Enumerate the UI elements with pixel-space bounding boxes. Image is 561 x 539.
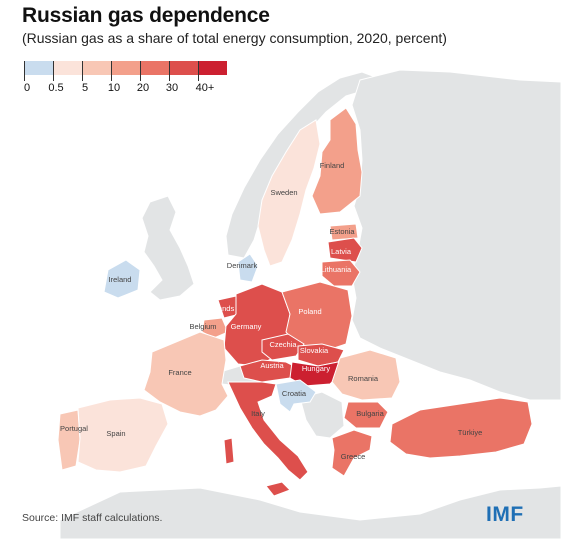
legend-label-5: 30 [165, 82, 179, 94]
chart-subtitle: (Russian gas as a share of total energy … [22, 30, 447, 46]
country-romania [331, 349, 401, 401]
legend-swatch-4 [140, 61, 169, 75]
country-bulgaria [343, 401, 389, 429]
label-denmark: Denmark [227, 261, 258, 270]
label-turkiye: Türkiye [458, 428, 483, 437]
country-sicily [265, 481, 291, 497]
legend-swatch-2 [82, 61, 111, 75]
country-italy [227, 381, 309, 481]
land-africa [59, 485, 561, 539]
country-finland [311, 107, 363, 215]
country-shapes [57, 107, 533, 497]
legend-label-4: 20 [136, 82, 150, 94]
label-romania: Romania [348, 374, 379, 383]
land-east [351, 69, 561, 401]
label-italy: Italy [251, 409, 265, 418]
label-ireland: Ireland [109, 275, 132, 284]
legend-swatch-5 [169, 61, 198, 75]
country-spain [77, 397, 169, 473]
label-austria: Austria [260, 361, 284, 370]
country-france [143, 331, 229, 417]
country-belgium [201, 317, 229, 339]
country-czechia [261, 333, 305, 361]
imf-logo: IMF [486, 503, 524, 526]
label-hungary: Hungary [302, 364, 331, 373]
label-germany: Germany [231, 322, 262, 331]
country-latvia [327, 237, 363, 263]
label-bulgaria: Bulgaria [356, 409, 384, 418]
country-turkiye [389, 397, 533, 459]
label-sweden: Sweden [270, 188, 297, 197]
country-estonia [329, 223, 359, 241]
legend-label-0: 0 [23, 82, 31, 94]
label-lithuania: Lithuania [321, 265, 352, 274]
label-slovakia: Slovakia [300, 346, 329, 355]
country-greece [331, 429, 373, 477]
label-latvia: Latvia [331, 247, 352, 256]
legend-swatch-1 [53, 61, 82, 75]
label-portugal: Portugal [60, 424, 88, 433]
label-netherlands: Netherlands [194, 304, 235, 313]
label-greece: Greece [341, 452, 366, 461]
label-finland: Finland [320, 161, 345, 170]
label-estonia: Estonia [329, 227, 355, 236]
legend-swatch-3 [111, 61, 140, 75]
country-sardinia [223, 437, 235, 465]
legend-label-1: 0.5 [48, 82, 64, 94]
label-france: France [168, 368, 191, 377]
legend-label-2: 5 [81, 82, 89, 94]
label-belgium: Belgium [189, 322, 216, 331]
label-croatia: Croatia [282, 389, 307, 398]
land-balkans [299, 391, 345, 439]
source-note: Source: IMF staff calculations. [22, 512, 163, 524]
chart-title: Russian gas dependence [22, 4, 270, 27]
country-labels: Finland Sweden Estonia Latvia Lithuania … [60, 161, 482, 461]
background-land [59, 69, 561, 539]
legend-label-3: 10 [107, 82, 121, 94]
label-poland: Poland [298, 307, 321, 316]
legend-swatch-0 [24, 61, 53, 75]
legend-swatch-6 [198, 61, 227, 75]
legend-label-6: 40+ [195, 82, 215, 94]
country-lithuania [321, 259, 361, 287]
country-sweden [257, 119, 321, 267]
label-czechia: Czechia [269, 340, 297, 349]
country-croatia [275, 379, 317, 413]
country-portugal [57, 409, 81, 471]
label-spain: Spain [106, 429, 125, 438]
country-denmark [237, 253, 259, 283]
country-ireland [103, 259, 141, 299]
land-uk [141, 195, 195, 301]
